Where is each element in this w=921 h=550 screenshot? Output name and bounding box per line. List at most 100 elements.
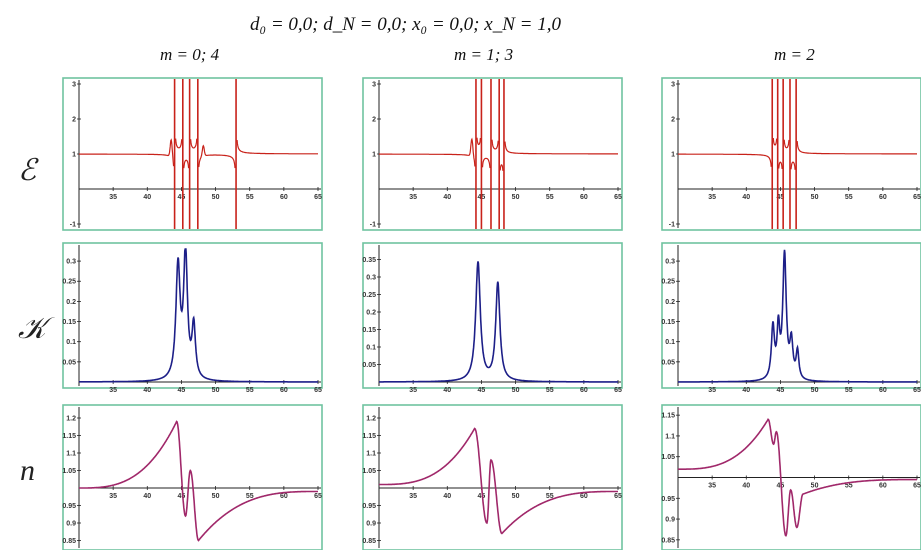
y-tick-label: 1.1	[366, 451, 376, 458]
y-tick-label: 2	[372, 117, 376, 124]
x-tick-label: 35	[708, 194, 716, 201]
x-tick-label: 35	[109, 387, 117, 394]
y-tick-label: 3	[72, 82, 76, 89]
series-line-epsilon	[790, 161, 796, 170]
column-title-2: m = 1; 3	[454, 45, 513, 64]
x-tick-label: 45	[478, 387, 486, 394]
series-epsilon	[379, 79, 618, 229]
y-tick-label: 2	[671, 117, 675, 124]
y-tick-label: 1.05	[62, 468, 76, 475]
x-tick-label: 65	[913, 387, 921, 394]
series-line-epsilon	[678, 153, 772, 167]
x-tick-label: 60	[580, 194, 588, 201]
y-tick-label: 2	[72, 117, 76, 124]
y-tick-label: 0.05	[362, 362, 376, 369]
series-line-epsilon	[481, 157, 491, 169]
x-tick-label: 50	[811, 483, 819, 490]
y-tick-label: 0.15	[62, 319, 76, 326]
x-tick-label: 50	[512, 387, 520, 394]
y-tick-label: 0.05	[661, 359, 675, 366]
series-line-epsilon	[499, 164, 504, 171]
x-tick-label: 60	[879, 483, 887, 490]
x-tick-label: 35	[409, 387, 417, 394]
x-tick-label: 65	[314, 387, 322, 394]
panel-frame	[62, 242, 323, 389]
y-tick-label: 0.1	[366, 345, 376, 352]
series-line-epsilon	[504, 141, 618, 155]
y-tick-label: 0.95	[661, 496, 675, 503]
x-tick-label: 45	[777, 194, 785, 201]
series-n	[678, 418, 917, 537]
x-tick-label: 65	[913, 483, 921, 490]
y-tick-label: 1.15	[661, 413, 675, 420]
series-line-kappa	[379, 261, 618, 383]
y-tick-label: 0.2	[665, 299, 675, 306]
y-tick-label: 0.25	[661, 279, 675, 286]
x-tick-label: 40	[742, 483, 750, 490]
x-tick-label: 65	[913, 194, 921, 201]
series-line-n	[379, 427, 618, 535]
row-label-epsilon: ℰ	[18, 154, 39, 187]
y-tick-label: 0.25	[62, 279, 76, 286]
y-tick-label: 0.95	[62, 503, 76, 510]
panel-kappa-1: 35 40 45 50 55 60 65 0.05 0.1 0.15 0.2 0.25 0.3	[62, 242, 323, 394]
x-tick-label: 40	[443, 194, 451, 201]
x-tick-label: 55	[246, 387, 254, 394]
x-tick-label: 60	[280, 493, 288, 500]
x-tick-label: 35	[409, 493, 417, 500]
y-tick-label: 1.2	[66, 416, 76, 423]
y-tick-label: -1	[370, 222, 376, 229]
panel-n-1: 35 40 45 50 55 60 65 0.85 0.9 0.95 1.05 1.1 1.15 1.2	[62, 404, 323, 550]
y-tick-label: 1.2	[366, 416, 376, 423]
y-tick-label: 1	[372, 152, 376, 159]
x-tick-label: 55	[546, 493, 554, 500]
x-tick-label: 45	[478, 493, 486, 500]
panel-epsilon-1: 35 40 45 50 55 60 65 -1 1 2 3	[62, 77, 323, 231]
panel-grid: 35404550556065-112335404550556065-112335…	[62, 77, 921, 550]
y-tick-label: 0.9	[366, 521, 376, 528]
series-kappa	[678, 249, 917, 383]
y-tick-label: 1	[72, 152, 76, 159]
panel-kappa-2: 35 40 45 50 55 60 65 0.05 0.1 0.15 0.2 0.25 0.3 0.35	[362, 242, 623, 394]
y-tick-label: 0.85	[362, 538, 376, 545]
y-tick-label: 1.15	[362, 433, 376, 440]
y-tick-label: 0.3	[66, 259, 76, 266]
y-tick-label: 0.9	[665, 517, 675, 524]
y-tick-label: 1	[671, 152, 675, 159]
row-label-n: n	[20, 454, 35, 487]
x-tick-label: 50	[811, 194, 819, 201]
x-tick-label: 45	[178, 387, 186, 394]
x-tick-label: 60	[280, 194, 288, 201]
y-tick-label: 1.15	[62, 433, 76, 440]
series-line-n	[79, 420, 318, 542]
series-line-epsilon	[379, 137, 476, 167]
series-epsilon	[79, 79, 318, 229]
x-tick-label: 55	[845, 483, 853, 490]
x-tick-label: 50	[212, 194, 220, 201]
x-tick-label: 65	[314, 493, 322, 500]
x-tick-label: 45	[777, 387, 785, 394]
panel-epsilon-3: 35 40 45 50 55 60 65 -1 1 2 3	[661, 77, 921, 231]
series-line-epsilon	[79, 138, 175, 167]
panel-frame	[362, 404, 623, 550]
x-tick-label: 65	[614, 493, 622, 500]
x-tick-label: 45	[178, 194, 186, 201]
x-tick-label: 55	[546, 194, 554, 201]
series-line-epsilon	[198, 144, 236, 169]
x-tick-label: 55	[845, 194, 853, 201]
y-tick-label: 3	[372, 82, 376, 89]
x-tick-label: 40	[742, 387, 750, 394]
y-tick-label: 1.05	[661, 454, 675, 461]
x-tick-label: 55	[546, 387, 554, 394]
panel-kappa-3: 35 40 45 50 55 60 65 0.05 0.1 0.15 0.2 0.25 0.3	[661, 242, 921, 394]
series-line-epsilon	[183, 159, 190, 169]
y-tick-label: 0.1	[665, 339, 675, 346]
series-kappa	[379, 261, 618, 383]
x-tick-label: 50	[811, 387, 819, 394]
series-line-epsilon	[491, 139, 499, 150]
panel-n-3: 35 40 45 50 55 60 650.850.90.951.051.11.15	[661, 404, 921, 550]
x-tick-label: 60	[580, 493, 588, 500]
panel-frame	[661, 242, 921, 389]
